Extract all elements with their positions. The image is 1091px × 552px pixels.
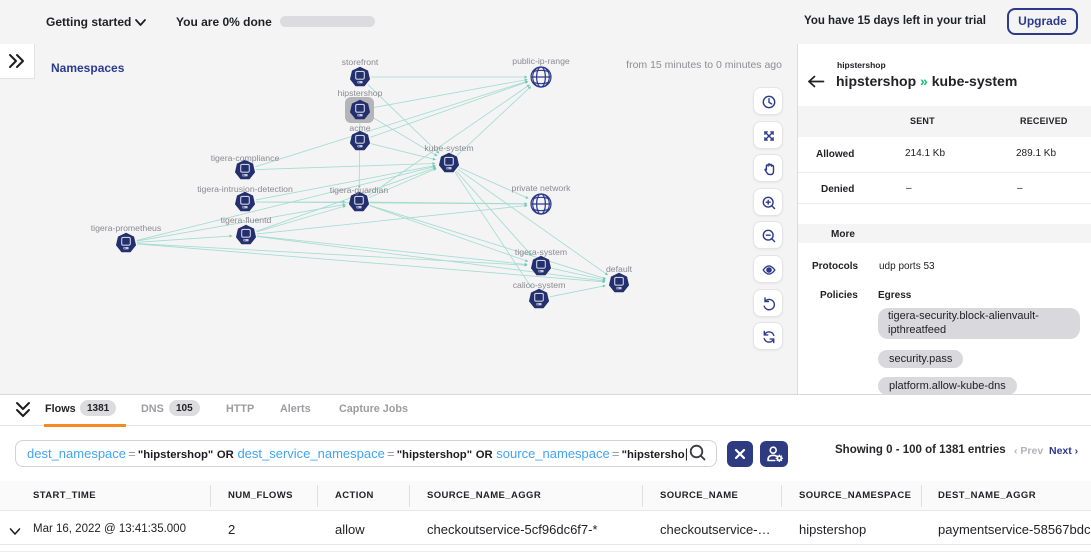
svg-text:public-ip-range: public-ip-range bbox=[512, 56, 570, 66]
svg-text:storefront: storefront bbox=[342, 57, 379, 67]
svg-text:private network: private network bbox=[512, 183, 572, 193]
svg-text:tigera-intrusion-detection: tigera-intrusion-detection bbox=[197, 184, 293, 194]
svg-text:tigera-fluentd: tigera-fluentd bbox=[221, 215, 272, 225]
svg-text:tigera-guardian: tigera-guardian bbox=[330, 185, 389, 195]
svg-text:tigera-prometheus: tigera-prometheus bbox=[91, 223, 162, 233]
svg-text:default: default bbox=[606, 264, 633, 274]
svg-text:acme: acme bbox=[349, 123, 370, 133]
svg-text:tigera-compliance: tigera-compliance bbox=[211, 153, 280, 163]
svg-text:calico-system: calico-system bbox=[513, 280, 566, 290]
svg-text:tigera-system: tigera-system bbox=[515, 247, 567, 257]
svg-text:kube-system: kube-system bbox=[424, 143, 473, 153]
svg-text:hipstershop: hipstershop bbox=[338, 88, 383, 98]
